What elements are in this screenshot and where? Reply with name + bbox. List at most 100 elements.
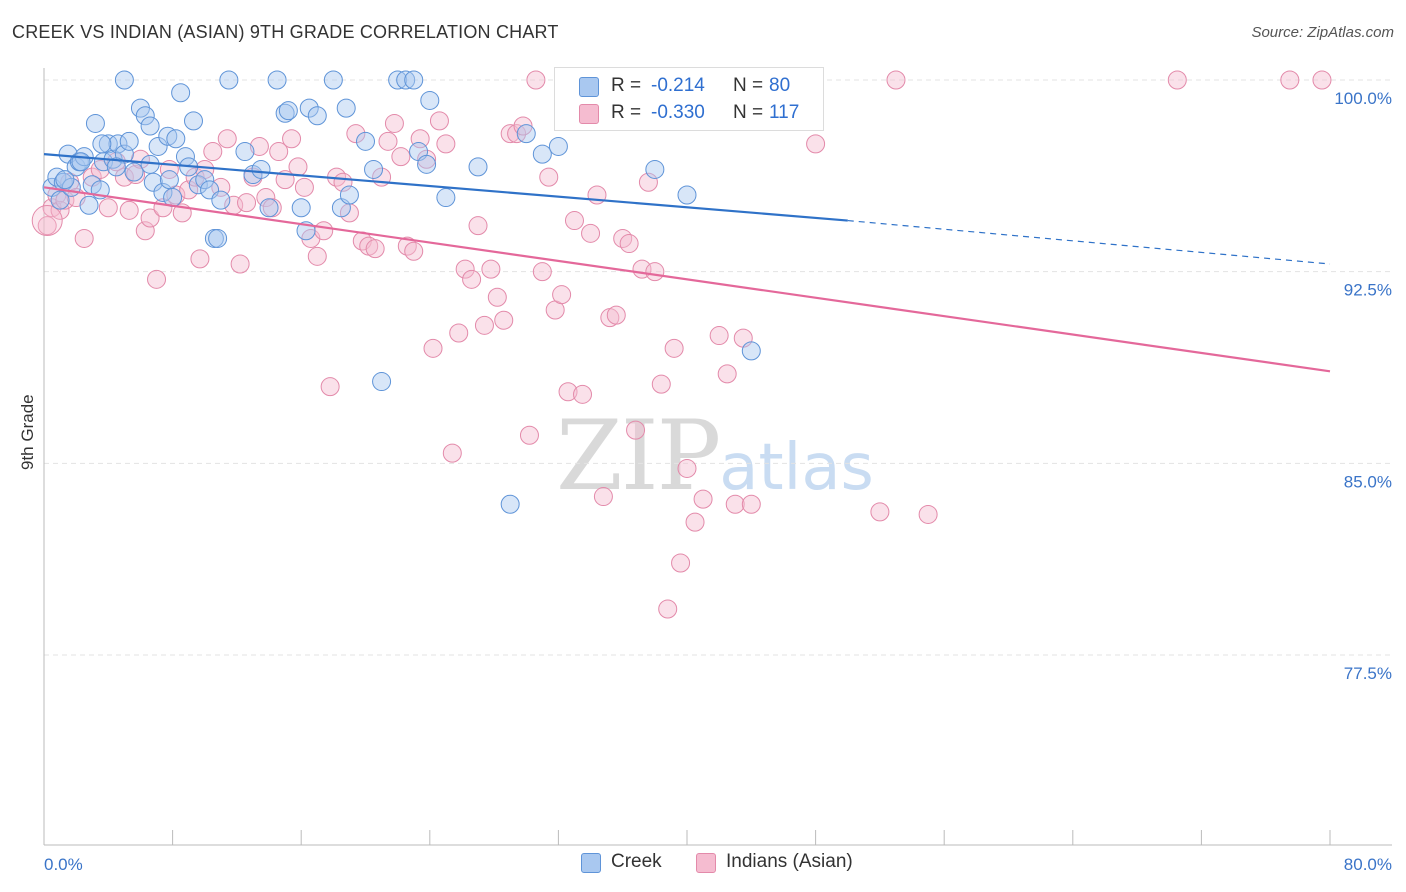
grid-lines xyxy=(44,79,1392,656)
indian-point xyxy=(147,269,167,289)
series-creek xyxy=(42,70,761,514)
creek-point xyxy=(47,167,67,187)
indian-point xyxy=(365,239,385,259)
indian-point xyxy=(494,310,514,330)
creek-point xyxy=(516,124,536,144)
indian-point xyxy=(638,172,658,192)
creek-point xyxy=(741,341,761,361)
indian-point xyxy=(249,136,269,156)
r-label: R = xyxy=(611,102,642,123)
indian-point xyxy=(98,198,118,218)
indian-point xyxy=(606,305,626,325)
indian-point xyxy=(870,502,890,522)
creek-point xyxy=(166,129,186,149)
indian-point xyxy=(564,211,584,231)
indian-point xyxy=(307,246,327,266)
y-axis-label: 9th Grade xyxy=(18,394,37,470)
creek-point xyxy=(677,185,697,205)
r-value: -0.214 xyxy=(651,75,705,96)
indian-point xyxy=(114,167,134,187)
creek-point xyxy=(148,136,168,156)
creek-point xyxy=(135,106,155,126)
indian-point xyxy=(346,124,366,144)
indian-point xyxy=(404,241,424,261)
creek-swatch xyxy=(579,77,599,97)
creek-point xyxy=(119,131,139,151)
creek-point xyxy=(500,494,520,514)
indian-point xyxy=(90,159,110,179)
creek-point xyxy=(259,198,279,218)
indian-point xyxy=(481,259,501,279)
creek-point xyxy=(124,162,144,182)
indian-point xyxy=(282,129,302,149)
creek-trend-line xyxy=(43,153,848,222)
creek-point xyxy=(153,182,173,202)
creek-point xyxy=(278,101,298,121)
indian-point xyxy=(449,323,469,343)
n-label: N = xyxy=(733,102,764,123)
indian-point xyxy=(532,262,552,282)
n-value: 117 xyxy=(769,102,800,123)
x-tick-label: 0.0% xyxy=(44,855,83,874)
creek-point xyxy=(108,134,128,154)
creek-point xyxy=(372,372,392,392)
indian-point xyxy=(664,338,684,358)
indian-point xyxy=(552,285,572,305)
indian-point xyxy=(378,131,398,151)
indian-point xyxy=(140,208,160,228)
indian-point xyxy=(918,504,938,524)
creek-point xyxy=(336,98,356,118)
indian-point xyxy=(119,200,139,220)
creek-point xyxy=(211,190,231,210)
indian-point xyxy=(1280,70,1300,90)
n-value: 80 xyxy=(769,75,791,96)
creek-point xyxy=(645,159,665,179)
indian-point xyxy=(717,364,737,384)
indian-point xyxy=(314,221,334,241)
indian-point xyxy=(558,382,578,402)
creek-point xyxy=(188,175,208,195)
indian-point xyxy=(397,236,417,256)
indian-point xyxy=(806,134,826,154)
legend-label-indian: Indians (Asian) xyxy=(726,851,853,872)
creek-point xyxy=(158,126,178,146)
indian-point xyxy=(384,113,404,133)
creek-point xyxy=(436,188,456,208)
r-value: -0.330 xyxy=(651,102,705,123)
indian-point xyxy=(1312,70,1332,90)
creek-swatch xyxy=(581,853,601,873)
indian-point xyxy=(468,216,488,236)
indian-point xyxy=(288,157,308,177)
indian-point xyxy=(677,458,697,478)
creek-point xyxy=(219,70,239,90)
correlation-legend: R = -0.214 N = 80 R = -0.330 N = 117 xyxy=(554,67,824,131)
indian-point xyxy=(320,377,340,397)
indian-point xyxy=(539,167,559,187)
creek-point xyxy=(140,116,160,136)
indian-point xyxy=(645,262,665,282)
indian-point xyxy=(671,553,691,573)
creek-point xyxy=(396,70,416,90)
indian-point xyxy=(391,147,411,167)
creek-point xyxy=(235,142,255,162)
indian-point xyxy=(436,134,456,154)
indian-point xyxy=(190,249,210,269)
creek-point xyxy=(208,228,228,248)
indian-point xyxy=(462,269,482,289)
indian-point xyxy=(626,420,646,440)
creek-point xyxy=(79,195,99,215)
creek-point xyxy=(548,136,568,156)
creek-point xyxy=(291,198,311,218)
indian-point xyxy=(693,489,713,509)
indian-point xyxy=(455,259,475,279)
creek-point xyxy=(532,144,552,164)
indian-point xyxy=(429,111,449,131)
indian-point xyxy=(179,180,199,200)
indian-point xyxy=(593,487,613,507)
indian-point xyxy=(230,254,250,274)
creek-point xyxy=(267,70,287,90)
indian-point xyxy=(203,142,223,162)
creek-point xyxy=(98,134,118,154)
creek-point xyxy=(85,113,105,133)
indian-point xyxy=(519,425,539,445)
